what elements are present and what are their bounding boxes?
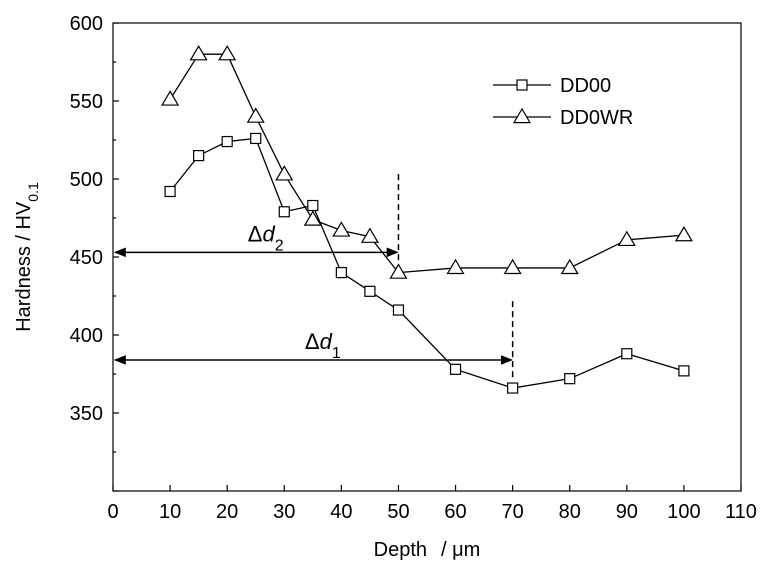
data-point-dd0wr [446,258,465,275]
data-point-dd00 [507,382,519,394]
x-tick-label: 70 [502,501,524,523]
data-point-dd00 [621,348,633,360]
legend-label: DD0WR [560,107,633,129]
series-line-dd00 [169,137,685,389]
x-tick-label: 60 [444,501,466,523]
data-point-dd00 [164,185,176,198]
data-point-dd0wr [303,210,322,226]
data-point-dd0wr [218,45,237,61]
data-point-dd00 [678,365,690,377]
legend-marker-dd00 [516,79,528,91]
data-point-dd0wr [674,225,693,242]
data-point-dd0wr [189,45,208,61]
data-point-dd00 [193,150,205,162]
y-tick-label: 600 [70,13,103,35]
data-point-dd0wr [161,90,180,106]
data-point-dd0wr [246,107,265,123]
data-point-dd00 [335,267,347,279]
data-point-dd00 [392,304,405,316]
x-tick-label: 90 [616,501,638,523]
x-tick-label: 40 [330,501,352,523]
legend: DD00 DD0WR [493,75,633,129]
x-axis: 0 10 20 30 40 50 60 70 80 90 100 110 [107,485,757,523]
y-tick-label: 450 [70,247,103,269]
data-point-dd0wr [275,165,294,181]
series-dd00 [164,132,690,394]
data-point-dd00 [250,132,262,145]
series-dd0wr [161,45,693,279]
data-point-dd00 [221,135,233,148]
x-axis-title: Depth / μm [374,539,481,561]
data-point-dd00 [307,199,319,212]
y-tick-label: 550 [70,91,103,113]
plot-frame [112,22,742,492]
data-point-dd00 [449,363,462,375]
data-point-dd00 [364,285,376,297]
x-tick-label: 10 [159,501,181,523]
y-axis-title: Hardness / HV0.1 [13,182,41,332]
x-tick-label: 0 [107,501,118,523]
annotation-delta-d2: Δd2 [113,171,400,261]
annotation-delta-d1: Δd1 [113,300,514,378]
legend-marker-dd0wr [512,107,532,124]
x-tick-label: 80 [559,501,581,523]
data-point-dd0wr [503,258,522,275]
data-point-dd00 [564,373,576,385]
x-tick-label: 20 [216,501,238,523]
data-point-dd00 [278,206,290,218]
y-tick-label: 500 [70,169,103,191]
y-tick-label: 400 [70,325,103,347]
data-point-dd0wr [332,221,351,237]
annotation-label: Δd1 [305,329,341,362]
series-layer [161,45,693,394]
annotation-layer: Δd2 Δd1 [113,171,514,378]
data-point-dd0wr [360,227,379,243]
x-tick-label: 50 [387,501,409,523]
x-tick-label: 30 [273,501,295,523]
data-point-dd0wr [617,230,636,247]
y-axis: 350 400 450 500 550 600 [70,13,119,492]
legend-label: DD00 [560,75,611,97]
data-point-dd0wr [389,263,408,279]
series-line-dd0wr [169,53,684,274]
x-tick-label: 100 [667,501,700,523]
data-point-dd0wr [560,258,579,275]
legend-item-dd0wr: DD0WR [493,107,633,129]
y-tick-label: 350 [70,403,103,425]
annotation-label: Δd2 [248,221,284,254]
legend-item-dd00: DD00 [493,75,611,97]
x-tick-label: 110 [725,501,757,523]
